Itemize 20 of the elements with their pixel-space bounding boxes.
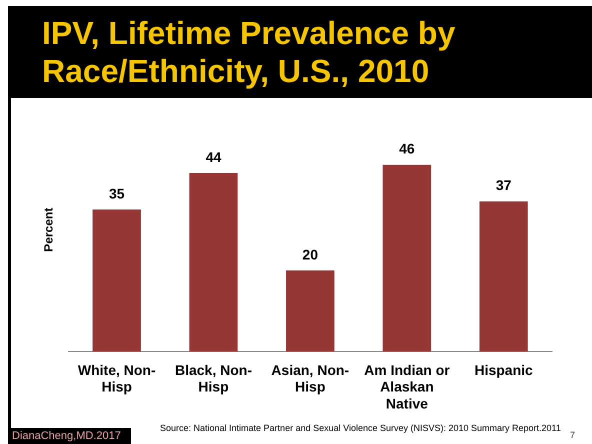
x-tick-label: White, Non-Hisp: [78, 362, 156, 395]
x-tick-label: Black, Non-Hisp: [174, 362, 252, 395]
bar: [189, 172, 238, 352]
bar: [92, 210, 141, 352]
y-axis-title: Percent: [42, 208, 56, 252]
text: DianaCheng,MD.2017: [8, 428, 131, 444]
bar: [479, 201, 528, 352]
x-tick-label: Am Indian or Alaskan Native: [364, 362, 450, 412]
data-label: 20: [302, 246, 318, 262]
bar: [286, 270, 334, 352]
x-tick-label: Hispanic: [474, 362, 534, 378]
data-label: 35: [108, 185, 125, 202]
data-label: 46: [399, 140, 415, 157]
bar: [382, 164, 432, 352]
source-note: Source: National Intimate Partner and Sexual Violence Survey (NISVS): 2010 Summary Report.2011: [160, 423, 561, 433]
x-tick-label: Asian, Non-Hisp: [271, 362, 350, 395]
data-label: 37: [496, 177, 512, 194]
chart-title: IPV, Lifetime Prevalence by Race/Ethnicity, U.S., 2010: [42, 14, 456, 90]
data-label: 44: [206, 148, 222, 165]
text: 7: [570, 430, 576, 440]
